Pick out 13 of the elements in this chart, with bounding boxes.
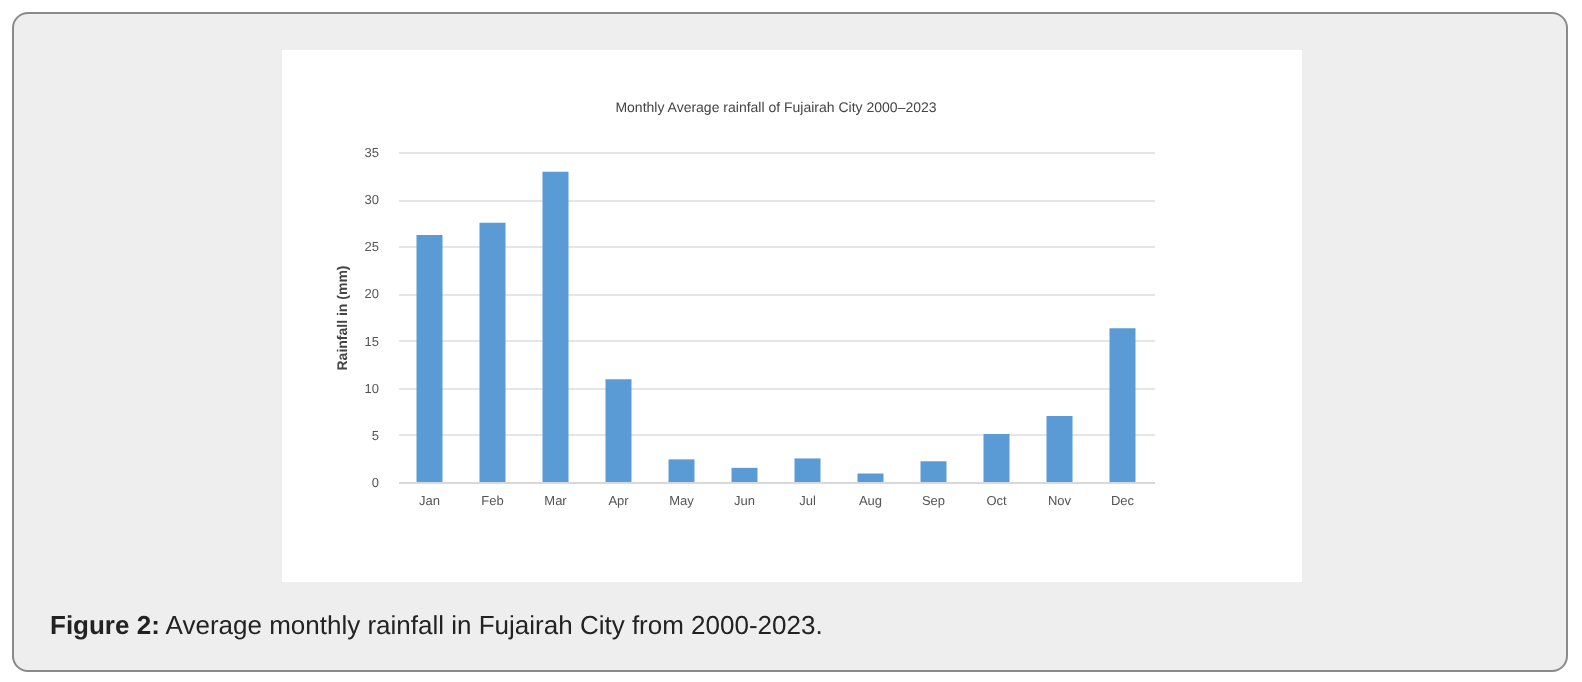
bar	[542, 171, 569, 482]
bar	[794, 458, 821, 482]
bar	[605, 379, 632, 482]
bar	[479, 222, 506, 482]
bar	[731, 467, 758, 482]
bar	[857, 473, 884, 482]
bar	[668, 459, 695, 482]
bar	[920, 461, 947, 482]
caption: Figure 2: Average monthly rainfall in Fujairah City from 2000-2023.	[50, 610, 823, 640]
bar	[1109, 328, 1136, 482]
bar	[416, 234, 443, 482]
bar	[1046, 416, 1073, 482]
bar	[983, 433, 1010, 482]
